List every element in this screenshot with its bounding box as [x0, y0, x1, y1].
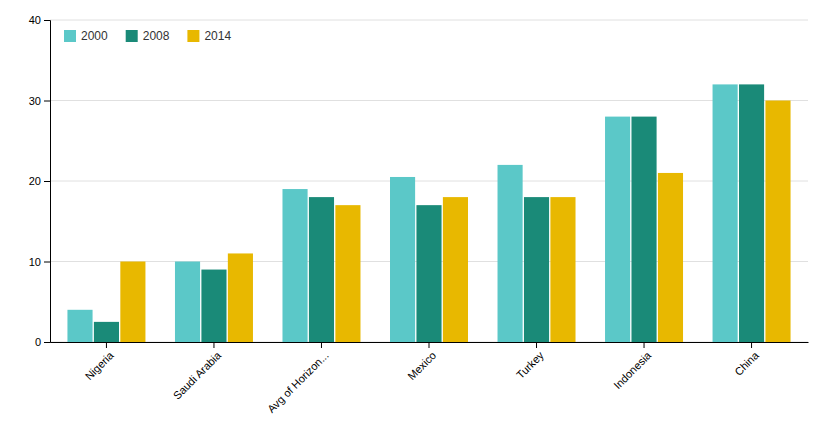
bar	[631, 117, 656, 342]
legend-label: 2008	[143, 29, 170, 43]
bar	[120, 262, 145, 343]
grid-line	[50, 100, 808, 101]
tick-mark	[321, 342, 322, 348]
bar-series	[67, 84, 737, 342]
legend-item: 2000	[64, 29, 108, 43]
bar	[498, 165, 523, 342]
tick-label: China	[732, 348, 761, 377]
bar	[175, 262, 200, 343]
tick-label: Indonesia	[611, 348, 654, 391]
tick-mark	[106, 342, 107, 348]
tick-label: Mexico	[405, 349, 438, 382]
tick-mark	[44, 181, 50, 182]
chart: 0 10 20 30 40 Nigeria Saudi Arabia Avg of Horiz…	[0, 0, 828, 437]
x-axis: Nigeria Saudi Arabia Avg of Horizon... Mexi…	[51, 342, 809, 415]
bar	[524, 197, 549, 342]
tick: 10	[29, 256, 50, 268]
bar	[658, 173, 683, 342]
legend-swatch	[64, 30, 76, 42]
grid-line	[50, 20, 808, 21]
bar	[94, 322, 119, 342]
legend-item: 2008	[126, 29, 170, 43]
legend-swatch	[187, 30, 199, 42]
grid	[50, 20, 808, 342]
bars	[67, 84, 790, 342]
legend-label: 2000	[81, 29, 108, 43]
tick-mark	[429, 342, 430, 348]
bar	[335, 205, 360, 342]
bar	[713, 84, 738, 342]
tick-mark	[536, 342, 537, 348]
bar	[550, 197, 575, 342]
tick: Nigeria	[83, 342, 117, 382]
y-axis: 0 10 20 30 40	[29, 14, 51, 348]
tick-label: Saudi Arabia	[171, 348, 224, 401]
axis-line	[44, 21, 51, 343]
tick-label: 0	[35, 336, 41, 348]
legend-label: 2014	[204, 29, 231, 43]
bar	[416, 205, 441, 342]
tick-label: Nigeria	[83, 348, 117, 382]
tick-label: Avg of Horizon...	[265, 349, 331, 415]
tick-mark	[751, 342, 752, 348]
tick: Avg of Horizon...	[265, 342, 331, 415]
tick-label: 30	[29, 95, 41, 107]
bar	[739, 84, 764, 342]
tick-mark	[44, 262, 50, 263]
legend-swatch	[126, 30, 138, 42]
tick: 20	[29, 175, 50, 187]
plot: 0 10 20 30 40 Nigeria Saudi Arabia Avg of Horiz…	[29, 14, 809, 415]
tick: Indonesia	[611, 342, 654, 391]
tick-mark	[44, 101, 50, 102]
bar	[67, 310, 92, 342]
tick-label: Turkey	[514, 349, 546, 381]
bar	[443, 197, 468, 342]
bar	[309, 197, 334, 342]
tick-label: 40	[29, 14, 41, 26]
tick-label: 10	[29, 256, 41, 268]
tick-mark	[213, 342, 214, 348]
tick-label: 20	[29, 175, 41, 187]
bar-series	[120, 101, 790, 343]
bar	[201, 270, 226, 342]
legend: 2000 2008 2014	[64, 29, 231, 43]
tick: Mexico	[405, 342, 438, 382]
tick: 40	[29, 14, 50, 26]
tick-mark	[44, 342, 50, 343]
tick: Saudi Arabia	[171, 342, 224, 402]
bar-series	[94, 84, 764, 342]
bar	[282, 189, 307, 342]
legend-item: 2014	[187, 29, 231, 43]
bar	[765, 101, 790, 343]
tick: 0	[35, 336, 50, 348]
bar	[228, 253, 253, 342]
tick: 30	[29, 95, 50, 107]
bar	[390, 177, 415, 342]
bar	[605, 117, 630, 342]
tick-mark	[44, 20, 50, 21]
grid-line	[50, 181, 808, 182]
tick-mark	[644, 342, 645, 348]
tick: China	[732, 342, 761, 378]
tick: Turkey	[514, 342, 546, 381]
